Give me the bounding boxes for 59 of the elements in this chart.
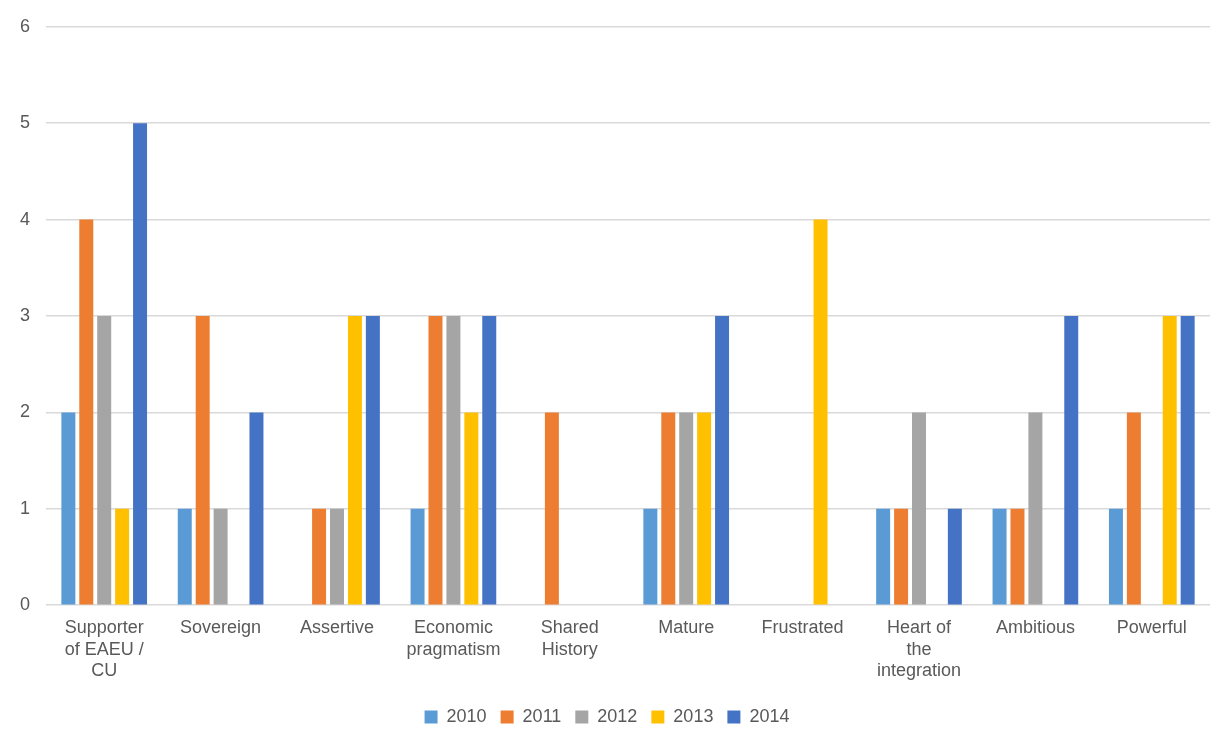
bar (115, 508, 130, 605)
bar (992, 508, 1007, 605)
x-tick-label: Heart of the integration (876, 616, 962, 681)
bar (813, 219, 828, 605)
legend-label: 2011 (522, 705, 562, 726)
x-tick-label: Assertive (299, 616, 375, 637)
bar (61, 412, 76, 605)
x-tick-label: Shared History (540, 616, 599, 659)
bar (177, 508, 192, 605)
bar (1126, 412, 1141, 605)
bar (347, 316, 362, 605)
bar (894, 508, 909, 605)
bar (97, 316, 112, 605)
bar (249, 412, 264, 605)
legend-label: 2010 (446, 705, 487, 726)
legend-label: 2013 (673, 705, 714, 726)
x-tick-label: Sovereign (180, 616, 262, 637)
y-tick-label: 4 (20, 208, 31, 229)
y-tick-label: 6 (20, 15, 31, 36)
bar (1108, 508, 1123, 605)
bar (661, 412, 676, 605)
x-tick-label: Frustrated (761, 616, 844, 637)
bar (912, 412, 926, 605)
bar (697, 412, 712, 605)
bar (876, 508, 891, 605)
bar (213, 508, 228, 605)
bar (365, 316, 380, 605)
bar (330, 508, 344, 605)
bar (482, 316, 497, 605)
bar (428, 316, 443, 605)
y-tick-label: 2 (20, 401, 31, 422)
bar (464, 412, 479, 605)
bar (1010, 508, 1025, 605)
y-tick-label: 1 (20, 497, 31, 518)
bar (947, 508, 962, 605)
bar (133, 123, 148, 605)
y-tick-label: 5 (20, 112, 31, 133)
bar (643, 508, 658, 605)
legend-label: 2012 (597, 705, 638, 726)
bar (410, 508, 425, 605)
bar (1162, 316, 1177, 605)
bar (79, 219, 94, 605)
x-tick-label: Supporter of EAEU / CU (64, 616, 144, 681)
bar (312, 508, 327, 605)
bar (195, 316, 210, 605)
bar (1064, 316, 1079, 605)
y-tick-label: 3 (20, 304, 31, 325)
x-tick-label: Mature (658, 616, 715, 637)
bar (1028, 412, 1043, 605)
bar (1180, 316, 1195, 605)
bar (679, 412, 694, 605)
x-tick-label: Economic pragmatism (406, 616, 501, 659)
y-tick-label: 0 (20, 594, 31, 615)
legend-label: 2014 (749, 705, 790, 726)
x-tick-label: Ambitious (995, 616, 1075, 637)
bar (544, 412, 559, 605)
x-tick-label: Powerful (1116, 616, 1187, 637)
bar (446, 316, 461, 605)
bar (715, 316, 730, 605)
